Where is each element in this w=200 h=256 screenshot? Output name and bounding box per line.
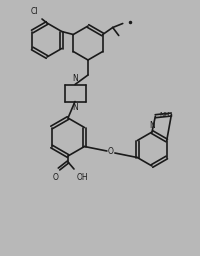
Text: N: N	[72, 74, 78, 83]
Text: O: O	[53, 173, 59, 182]
Text: OH: OH	[77, 173, 89, 182]
Text: O: O	[108, 146, 114, 155]
Text: NH: NH	[159, 112, 170, 118]
Text: N: N	[149, 121, 155, 130]
Text: Cl: Cl	[30, 7, 38, 16]
Text: N: N	[72, 103, 78, 112]
